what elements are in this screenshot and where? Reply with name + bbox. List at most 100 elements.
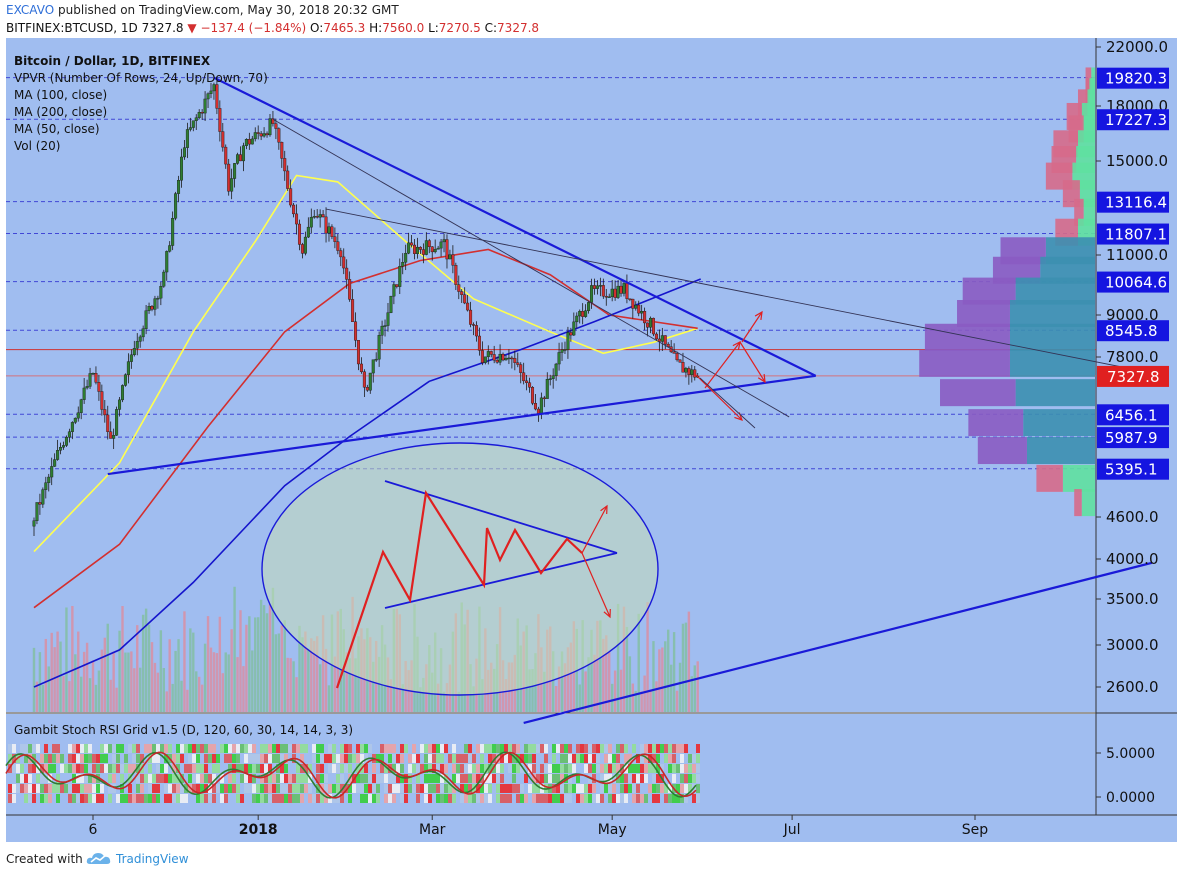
trendline-triangle-upper[interactable] <box>213 76 817 377</box>
trendline-support-long[interactable] <box>523 561 1153 725</box>
grid-cell <box>412 784 416 793</box>
grid-cell <box>40 784 44 793</box>
grid-cell <box>276 784 280 793</box>
high-label: H: <box>369 21 383 35</box>
grid-cell <box>244 744 248 753</box>
grid-cell <box>72 744 76 753</box>
projection-arrow[interactable] <box>741 311 763 343</box>
grid-cell <box>552 784 556 793</box>
grid-cell <box>668 744 672 753</box>
pattern-breakdown-arrow[interactable] <box>581 552 611 618</box>
pattern-breakout-arrow[interactable] <box>581 505 608 554</box>
grid-cell <box>356 774 360 783</box>
candle-body <box>457 284 461 292</box>
grid-cell <box>372 774 376 783</box>
grid-cell <box>32 764 36 773</box>
price-badge[interactable] <box>1097 223 1169 245</box>
trendline-thin-2[interactable] <box>325 208 1153 374</box>
projection-arrow[interactable] <box>704 341 741 389</box>
grid-cell <box>416 764 420 773</box>
candle-body <box>312 216 316 218</box>
legend-ma50[interactable]: MA (50, close) <box>14 122 100 136</box>
grid-cell <box>192 754 196 763</box>
candle-body <box>162 271 166 287</box>
legend-ma100[interactable]: MA (100, close) <box>14 88 107 102</box>
candle-body <box>525 380 529 383</box>
grid-cell <box>684 744 688 753</box>
volume-bar <box>321 615 325 712</box>
legend-vol[interactable]: Vol (20) <box>14 139 60 153</box>
volume-bar <box>560 651 564 712</box>
grid-cell <box>592 754 596 763</box>
candle-body <box>318 214 322 218</box>
grid-cell <box>176 794 180 803</box>
volume-profile-down <box>924 323 1010 351</box>
candle-body <box>309 217 313 228</box>
trendline-thin-1[interactable] <box>272 118 790 418</box>
grid-cell <box>688 764 692 773</box>
candle-body <box>147 306 151 311</box>
grid-cell <box>576 744 580 753</box>
grid-cell <box>8 754 12 763</box>
grid-cell <box>92 764 96 773</box>
annotations[interactable] <box>261 310 766 696</box>
grid-cell <box>248 774 252 783</box>
grid-cell <box>400 764 404 773</box>
candle-body <box>539 397 543 414</box>
grid-cell <box>148 744 152 753</box>
candle-body <box>112 435 116 439</box>
volume-profile-down <box>957 300 1010 327</box>
grid-cell <box>20 744 24 753</box>
grid-cell <box>156 754 160 763</box>
price-badge[interactable] <box>1097 109 1169 131</box>
grid-cell <box>312 744 316 753</box>
grid-cell <box>204 744 208 753</box>
candle-body <box>554 363 558 376</box>
tradingview-link[interactable]: TradingView <box>116 852 189 866</box>
candle-body <box>230 178 234 192</box>
grid-cell <box>584 764 588 773</box>
volume-bar <box>436 683 440 712</box>
price-badge[interactable] <box>1097 67 1169 89</box>
legend-vpvr[interactable]: VPVR (Number Of Rows, 24, Up/Down, 70) <box>14 71 268 85</box>
grid-cell <box>608 784 612 793</box>
candle-body <box>601 285 605 297</box>
grid-cell <box>664 784 668 793</box>
grid-cell <box>516 794 520 803</box>
trendline-triangle-lower[interactable] <box>107 374 816 476</box>
grid-cell <box>380 764 384 773</box>
trendlines[interactable] <box>107 76 1153 725</box>
projection-arrow[interactable] <box>694 373 743 421</box>
grid-cell <box>520 784 524 793</box>
grid-cell <box>288 784 292 793</box>
price-badge[interactable] <box>1097 404 1169 426</box>
price-badge[interactable] <box>1097 271 1169 293</box>
time-tick-label: 6 <box>89 822 98 838</box>
volume-bar <box>65 607 68 712</box>
grid-cell <box>180 744 184 753</box>
price-badge[interactable] <box>1097 191 1169 213</box>
grid-cell <box>580 784 584 793</box>
grid-cell <box>600 744 604 753</box>
grid-cell <box>584 794 588 803</box>
grid-cell <box>268 744 272 753</box>
volume-bar <box>637 613 640 712</box>
volume-bar <box>138 667 142 712</box>
author-link[interactable]: EXCAVO <box>6 3 55 17</box>
grid-cell <box>272 744 276 753</box>
price-badge[interactable] <box>1097 458 1169 480</box>
candle-body <box>185 129 189 148</box>
grid-cell <box>572 784 576 793</box>
grid-cell <box>552 774 556 783</box>
grid-cell <box>424 764 428 773</box>
price-badge[interactable] <box>1097 427 1169 449</box>
projection-arrow[interactable] <box>739 341 766 383</box>
grid-cell <box>176 764 180 773</box>
pattern-ellipse[interactable] <box>261 442 659 696</box>
price-badge[interactable] <box>1097 320 1169 342</box>
last-price-badge[interactable] <box>1097 365 1169 387</box>
legend-oscillator[interactable]: Gambit Stoch RSI Grid v1.5 (D, 120, 60, … <box>14 723 353 737</box>
candle-body <box>466 302 470 311</box>
legend-ma200[interactable]: MA (200, close) <box>14 105 107 119</box>
